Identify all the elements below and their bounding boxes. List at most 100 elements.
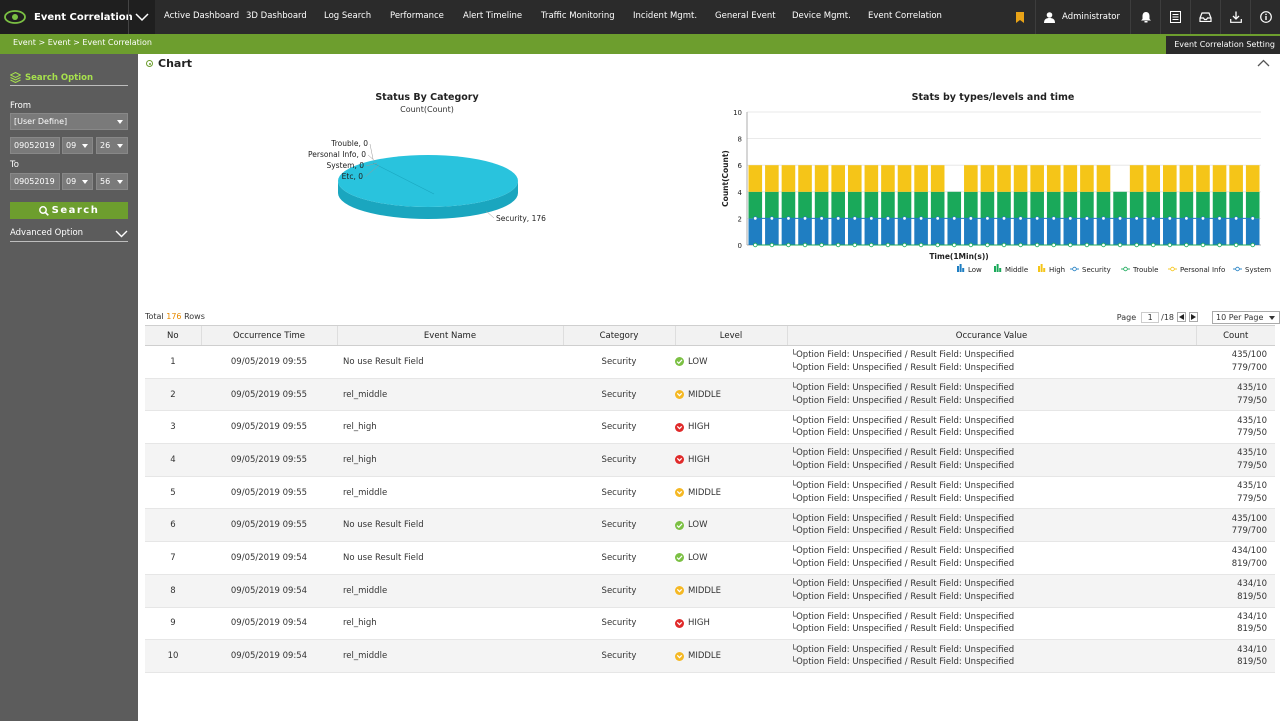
bar-high-28[interactable] bbox=[1212, 165, 1227, 192]
bar-middle-19[interactable] bbox=[1063, 191, 1078, 219]
table-row[interactable]: 7 09/05/2019 09:54 No use Result Field Secu… bbox=[145, 541, 1275, 575]
point-trouble-29[interactable] bbox=[1233, 242, 1239, 248]
bar-middle-27[interactable] bbox=[1196, 191, 1210, 219]
bar-middle-11[interactable] bbox=[930, 191, 945, 219]
app-switch-button[interactable] bbox=[128, 0, 155, 34]
collapse-chevron-icon[interactable] bbox=[1257, 59, 1270, 67]
bar-high-14[interactable] bbox=[980, 165, 995, 192]
range-select[interactable]: [User Define] bbox=[10, 113, 128, 130]
bar-high-19[interactable] bbox=[1063, 165, 1078, 192]
bar-low-15[interactable] bbox=[997, 218, 1011, 245]
point-security-4[interactable] bbox=[819, 216, 824, 221]
bar-middle-3[interactable] bbox=[798, 191, 812, 219]
point-security-6[interactable] bbox=[852, 216, 857, 221]
to-hour-select[interactable]: 09 bbox=[62, 173, 93, 190]
bar-high-18[interactable] bbox=[1046, 165, 1061, 192]
point-security-17[interactable] bbox=[1034, 216, 1040, 221]
bar-high-27[interactable] bbox=[1196, 165, 1210, 192]
bar-middle-22[interactable] bbox=[1113, 191, 1127, 219]
bar-high-7[interactable] bbox=[864, 165, 879, 192]
bar-middle-20[interactable] bbox=[1080, 191, 1094, 219]
page-input[interactable]: 1 bbox=[1141, 311, 1160, 323]
point-security-5[interactable] bbox=[835, 216, 841, 221]
table-row[interactable]: 6 09/05/2019 09:55 No use Result Field Secu… bbox=[145, 508, 1275, 543]
table-row[interactable]: 9 09/05/2019 09:54 rel_high Security HIGH └Op… bbox=[145, 607, 1275, 641]
bar-low-4[interactable] bbox=[814, 218, 829, 245]
document-button[interactable] bbox=[1160, 0, 1190, 34]
bar-middle-7[interactable] bbox=[864, 191, 879, 219]
col-occurrence-time[interactable]: Occurrence Time bbox=[200, 325, 337, 346]
bar-low-10[interactable] bbox=[914, 218, 928, 245]
bar-high-2[interactable] bbox=[781, 165, 796, 192]
pie-slice-security[interactable] bbox=[338, 155, 518, 207]
point-security-19[interactable] bbox=[1068, 216, 1073, 221]
bar-middle-23[interactable] bbox=[1129, 191, 1144, 219]
point-security-20[interactable] bbox=[1084, 216, 1090, 221]
nav-traffic-monitoring[interactable]: Traffic Monitoring bbox=[541, 11, 615, 21]
point-trouble-10[interactable] bbox=[918, 242, 924, 248]
point-security-28[interactable] bbox=[1217, 216, 1222, 221]
point-trouble-7[interactable] bbox=[869, 242, 874, 248]
bar-low-8[interactable] bbox=[881, 218, 895, 245]
bar-low-29[interactable] bbox=[1229, 218, 1243, 245]
point-trouble-24[interactable] bbox=[1151, 242, 1156, 248]
col-no[interactable]: No bbox=[145, 325, 201, 346]
table-row[interactable]: 10 09/05/2019 09:54 rel_middle Security MIDD… bbox=[145, 639, 1275, 673]
bar-middle-25[interactable] bbox=[1163, 191, 1177, 219]
legend-item-trouble[interactable]: Trouble bbox=[1121, 266, 1158, 274]
to-date-input[interactable]: 09052019 bbox=[10, 173, 60, 190]
table-row[interactable]: 5 09/05/2019 09:55 rel_middle Security MIDDL… bbox=[145, 476, 1275, 510]
advanced-option-toggle[interactable]: Advanced Option bbox=[10, 228, 128, 242]
bar-high-25[interactable] bbox=[1163, 165, 1177, 192]
point-security-13[interactable] bbox=[968, 216, 974, 221]
inbox-button[interactable] bbox=[1190, 0, 1220, 34]
bar-low-16[interactable] bbox=[1013, 218, 1028, 245]
bar-low-7[interactable] bbox=[864, 218, 879, 245]
bar-middle-0[interactable] bbox=[748, 191, 763, 219]
bar-middle-12[interactable] bbox=[947, 191, 962, 219]
point-trouble-2[interactable] bbox=[786, 242, 791, 248]
bar-high-15[interactable] bbox=[997, 165, 1011, 192]
point-trouble-1[interactable] bbox=[769, 242, 775, 248]
bar-high-0[interactable] bbox=[748, 165, 763, 192]
bar-high-21[interactable] bbox=[1096, 165, 1111, 192]
table-row[interactable]: 2 09/05/2019 09:55 rel_middle Security MIDDL… bbox=[145, 378, 1275, 412]
bar-low-3[interactable] bbox=[798, 218, 812, 245]
point-trouble-28[interactable] bbox=[1217, 242, 1222, 248]
point-security-29[interactable] bbox=[1233, 216, 1239, 221]
point-security-21[interactable] bbox=[1101, 216, 1106, 221]
from-date-input[interactable]: 09052019 bbox=[10, 137, 60, 154]
bar-low-5[interactable] bbox=[831, 218, 845, 245]
bar-high-16[interactable] bbox=[1013, 165, 1028, 192]
bar-middle-6[interactable] bbox=[847, 191, 862, 219]
bar-low-19[interactable] bbox=[1063, 218, 1078, 245]
alarm-button[interactable] bbox=[1130, 0, 1160, 34]
bar-low-25[interactable] bbox=[1163, 218, 1177, 245]
point-security-3[interactable] bbox=[802, 216, 808, 221]
bar-middle-10[interactable] bbox=[914, 191, 928, 219]
bar-high-10[interactable] bbox=[914, 165, 928, 192]
bar-middle-9[interactable] bbox=[897, 191, 912, 219]
point-trouble-5[interactable] bbox=[835, 242, 841, 248]
prev-page-button[interactable] bbox=[1177, 312, 1186, 322]
to-minute-select[interactable]: 56 bbox=[96, 173, 128, 190]
table-row[interactable]: 1 09/05/2019 09:55 No use Result Field Secu… bbox=[145, 345, 1275, 379]
bar-low-30[interactable] bbox=[1245, 218, 1260, 245]
nav-device-mgmt[interactable]: Device Mgmt. bbox=[792, 11, 851, 21]
bar-low-0[interactable] bbox=[748, 218, 763, 245]
point-security-10[interactable] bbox=[918, 216, 924, 221]
point-security-23[interactable] bbox=[1134, 216, 1139, 221]
next-page-button[interactable] bbox=[1189, 312, 1198, 322]
col-category[interactable]: Category bbox=[562, 325, 675, 346]
point-trouble-20[interactable] bbox=[1084, 242, 1090, 248]
point-trouble-11[interactable] bbox=[935, 242, 940, 248]
legend-item-security[interactable]: Security bbox=[1070, 266, 1111, 274]
bar-low-22[interactable] bbox=[1113, 218, 1127, 245]
bar-high-30[interactable] bbox=[1245, 165, 1260, 192]
from-minute-select[interactable]: 26 bbox=[96, 137, 128, 154]
bar-middle-21[interactable] bbox=[1096, 191, 1111, 219]
point-security-22[interactable] bbox=[1117, 216, 1123, 221]
bar-middle-2[interactable] bbox=[781, 191, 796, 219]
bar-low-21[interactable] bbox=[1096, 218, 1111, 245]
user-menu[interactable]: Administrator bbox=[1035, 0, 1130, 34]
